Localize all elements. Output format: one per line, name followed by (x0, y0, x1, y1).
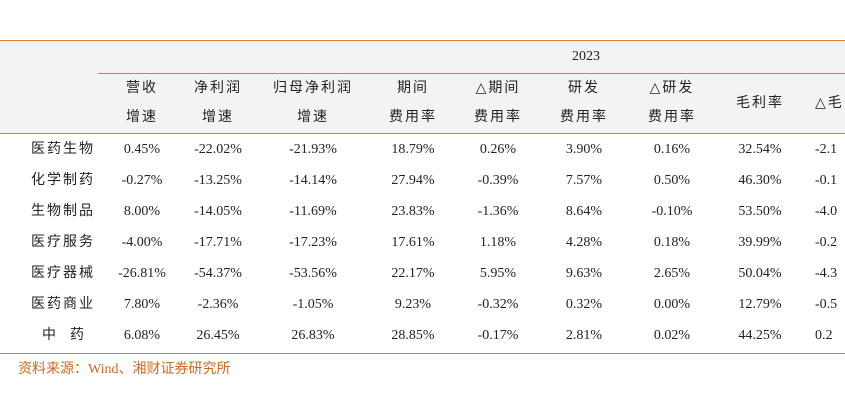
cell: 7.57% (565, 173, 603, 188)
column-header: 费用率 (389, 110, 437, 125)
column-header: 期间 (397, 81, 429, 96)
cell: 26.83% (291, 328, 335, 343)
row-label: 化学制药 (31, 173, 95, 188)
cell: -11.69% (289, 204, 337, 219)
column-header: 增速 (126, 110, 158, 125)
year-header: 2023 (572, 49, 600, 64)
cell: -54.37% (194, 266, 242, 281)
cell: 50.04% (738, 266, 782, 281)
cell: -2.1 (815, 142, 838, 157)
row-label: 医药生物 (31, 142, 95, 157)
column-header: 净利润 (194, 81, 242, 96)
bottom-rule (0, 353, 845, 354)
column-header: △毛 (815, 96, 844, 111)
cell: -0.32% (477, 297, 519, 312)
cell: 4.28% (565, 235, 603, 250)
cell: 39.99% (738, 235, 782, 250)
cell: -1.05% (292, 297, 334, 312)
header-bg (0, 41, 845, 133)
cell: 53.50% (738, 204, 782, 219)
column-header: 研发 (568, 81, 600, 96)
cell: -0.39% (477, 173, 519, 188)
cell: -13.25% (194, 173, 242, 188)
cell: 17.61% (391, 235, 435, 250)
cell: 0.18% (653, 235, 691, 250)
cell: 8.00% (123, 204, 161, 219)
cell: -2.36% (197, 297, 239, 312)
cell: 44.25% (738, 328, 782, 343)
cell: 0.45% (123, 142, 161, 157)
column-header: 增速 (202, 110, 234, 125)
cell: 9.23% (394, 297, 432, 312)
row-label: 医疗器械 (31, 266, 95, 281)
cell: 23.83% (391, 204, 435, 219)
cell: 5.95% (479, 266, 517, 281)
cell: 0.32% (565, 297, 603, 312)
cell: 0.16% (653, 142, 691, 157)
cell: -4.0 (815, 204, 838, 219)
cell: 1.18% (479, 235, 517, 250)
cell: 7.80% (123, 297, 161, 312)
cell: -4.00% (121, 235, 163, 250)
cell: 12.79% (738, 297, 782, 312)
cell: -0.27% (121, 173, 163, 188)
cell: -21.93% (289, 142, 337, 157)
cell: 0.26% (479, 142, 517, 157)
cell: 26.45% (196, 328, 240, 343)
row-label: 生物制品 (31, 204, 95, 219)
header-rule (0, 133, 845, 134)
cell: 0.00% (653, 297, 691, 312)
cell: 27.94% (391, 173, 435, 188)
cell: 0.50% (653, 173, 691, 188)
top-rule (0, 40, 845, 41)
cell: -4.3 (815, 266, 838, 281)
cell: 8.64% (565, 204, 603, 219)
column-header: △期间 (475, 81, 521, 96)
column-header: 营收 (126, 81, 158, 96)
column-header: 费用率 (648, 110, 696, 125)
column-header: 费用率 (560, 110, 608, 125)
cell: -53.56% (289, 266, 337, 281)
row-label: 医药商业 (31, 297, 95, 312)
cell: 3.90% (565, 142, 603, 157)
cell: -0.5 (815, 297, 838, 312)
cell: -17.23% (289, 235, 337, 250)
column-header: 增速 (297, 110, 329, 125)
column-header: 费用率 (474, 110, 522, 125)
cell: -0.17% (477, 328, 519, 343)
cell: 28.85% (391, 328, 435, 343)
cell: 0.2 (815, 328, 833, 343)
cell: 22.17% (391, 266, 435, 281)
column-header: 归母净利润 (273, 81, 353, 96)
cell: -14.05% (194, 204, 242, 219)
cell: 32.54% (738, 142, 782, 157)
cell: -17.71% (194, 235, 242, 250)
cell: -22.02% (194, 142, 242, 157)
cell: 46.30% (738, 173, 782, 188)
row-label: 医疗服务 (31, 235, 95, 250)
column-header: 毛利率 (736, 96, 784, 111)
cell: -0.10% (651, 204, 693, 219)
cell: 9.63% (565, 266, 603, 281)
year-rule (98, 73, 845, 74)
column-header: △研发 (649, 81, 695, 96)
cell: -26.81% (118, 266, 166, 281)
cell: 2.65% (653, 266, 691, 281)
cell: 2.81% (565, 328, 603, 343)
cell: 6.08% (123, 328, 161, 343)
cell: 0.02% (653, 328, 691, 343)
cell: -14.14% (289, 173, 337, 188)
cell: 18.79% (391, 142, 435, 157)
cell: -1.36% (477, 204, 519, 219)
source-note: 资料来源：Wind、湘财证券研究所 (18, 362, 231, 377)
cell: -0.1 (815, 173, 838, 188)
row-label: 中药 (42, 328, 98, 343)
cell: -0.2 (815, 235, 838, 250)
